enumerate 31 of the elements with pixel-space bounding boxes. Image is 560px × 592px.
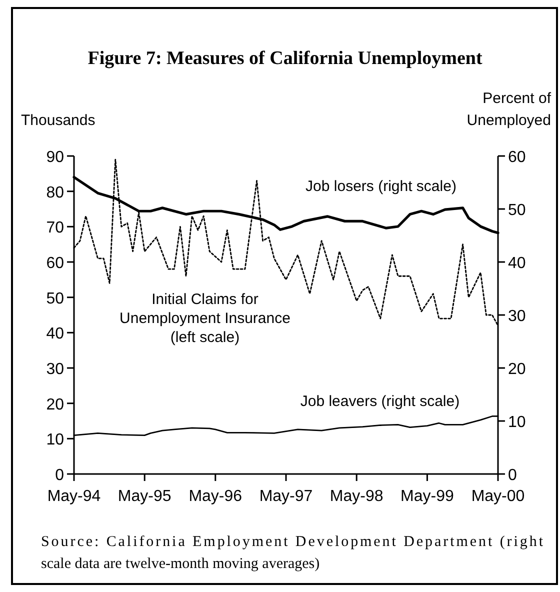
y2-tick-label: 50 [508,202,526,219]
series-label: Initial Claims for Unemployment Insurance (left scale) [120,291,290,346]
x-tick-label: May-99 [400,488,454,505]
source-note: Source: California Employment Development Department (right scale data are twelve-month moving averages) [41,534,544,572]
x-tick-label: May-96 [188,488,242,505]
chart-title: Figure 7: Measures of California Unemployment [88,48,483,69]
x-tick-label: May-00 [471,488,525,505]
y-tick-label: 60 [46,255,64,272]
y2-tick-label: 20 [508,361,526,378]
y-tick-label: 40 [46,326,64,343]
y-tick-label: 80 [46,184,64,202]
y-tick-label: 30 [46,361,64,378]
y2-axis-title: Percent of Unemployed [466,90,552,129]
x-tick-label: May-98 [330,488,384,505]
y-tick-label: 50 [46,290,64,308]
x-tick-label: May-97 [259,488,313,505]
y2-tick-label: 0 [508,467,517,484]
y-tick-label: 0 [55,467,64,484]
x-tick-label: May-95 [118,488,172,505]
y-tick-label: 70 [46,220,64,237]
y2-tick-label: 60 [508,149,526,166]
x-tick-label: May-94 [47,488,101,505]
y-tick-label: 20 [46,396,64,414]
y-axis-title: Thousands [21,112,96,129]
y2-tick-label: 10 [508,414,526,431]
y2-tick-label: 40 [508,255,526,272]
y-tick-label: 10 [46,432,64,449]
y2-tick-label: 30 [508,308,526,325]
series-label: Job losers (right scale) [306,178,456,195]
series-label: Job leavers (right scale) [300,393,460,410]
y-tick-label: 90 [46,149,64,166]
